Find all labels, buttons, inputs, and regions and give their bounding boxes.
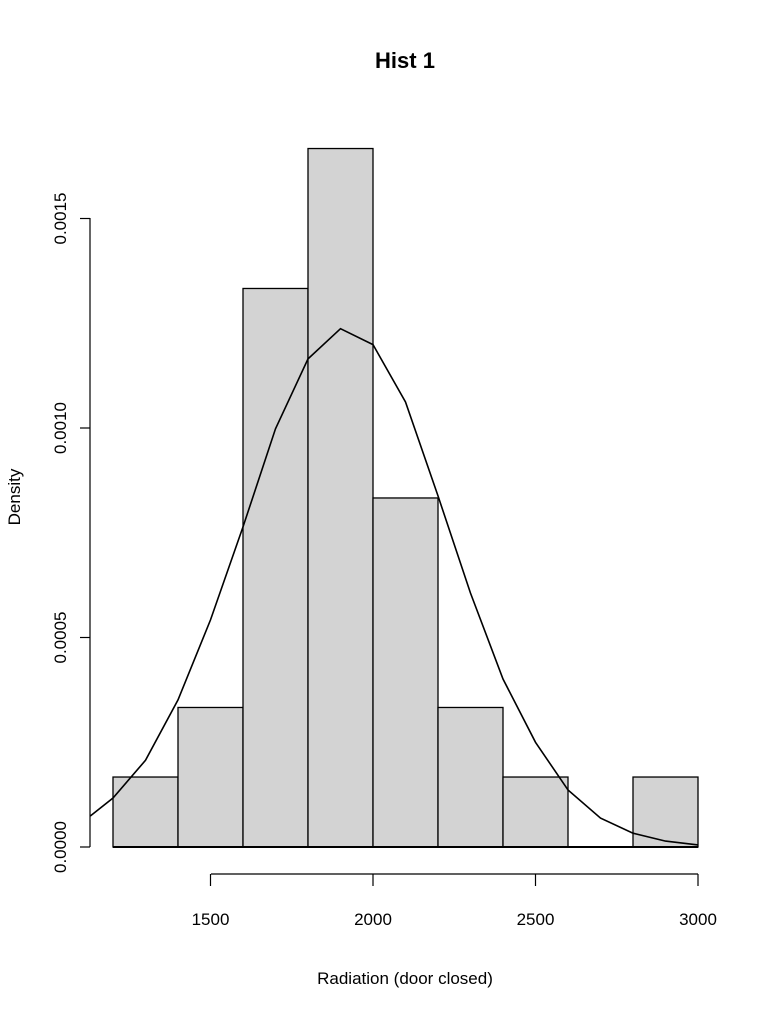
y-axis-label: Density [5,468,24,525]
histogram-bar [502,776,569,848]
x-axis-label: Radiation (door closed) [317,969,493,988]
histogram-bar [112,776,179,848]
y-tick-label: 0.0015 [51,193,70,245]
y-tick-label: 0.0005 [51,612,70,664]
y-tick-label: 0.0010 [51,402,70,454]
y-tick-label: 0.0000 [51,821,70,873]
histogram-bar [307,147,374,848]
histogram-bar [632,776,699,848]
histogram-bar [372,497,439,848]
x-tick-label: 3000 [679,910,717,929]
y-axis: 0.0000 0.0005 0.0010 0.0015 [51,193,91,873]
x-tick-label: 2000 [354,910,392,929]
x-axis: 1500 2000 2500 3000 [192,873,717,929]
histogram-bar [437,706,504,848]
x-tick-label: 1500 [192,910,230,929]
histogram-bars [112,147,699,848]
x-tick-label: 2500 [517,910,555,929]
histogram-bar [177,706,244,848]
histogram-bar [242,287,309,848]
chart-title: Hist 1 [375,48,435,73]
density-curve [89,327,699,846]
